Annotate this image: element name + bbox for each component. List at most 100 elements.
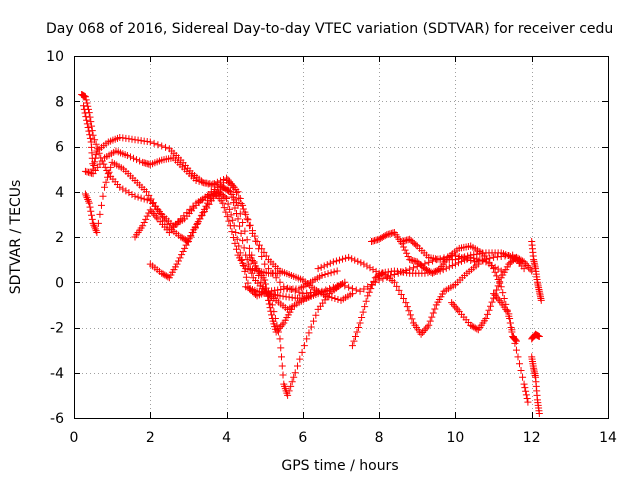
data-point	[126, 153, 134, 161]
series-track-17	[528, 353, 543, 417]
data-point	[537, 296, 545, 304]
data-point	[425, 267, 433, 275]
data-point	[122, 187, 130, 195]
data-point	[183, 209, 191, 217]
data-point	[464, 252, 472, 260]
data-point	[312, 311, 320, 319]
data-point	[226, 188, 234, 196]
axis-ticks	[74, 56, 609, 419]
data-point	[177, 215, 185, 223]
data-point	[268, 311, 276, 319]
data-point	[154, 141, 162, 149]
data-point	[84, 197, 92, 205]
data-point	[497, 283, 505, 291]
data-point	[470, 323, 478, 331]
data-point	[229, 216, 237, 224]
data-point	[187, 232, 195, 240]
data-point	[88, 211, 96, 219]
data-point	[243, 215, 251, 223]
data-point	[242, 210, 250, 218]
data-point	[520, 258, 528, 266]
data-point	[237, 229, 245, 237]
data-point	[245, 260, 253, 268]
data-point	[83, 116, 91, 124]
data-point	[314, 265, 322, 273]
data-point	[406, 311, 414, 319]
data-point	[107, 163, 115, 171]
data-point	[490, 290, 498, 298]
data-point	[202, 202, 210, 210]
data-point	[285, 387, 293, 395]
data-point	[161, 217, 169, 225]
data-point	[276, 335, 284, 343]
data-point	[237, 200, 245, 208]
data-point	[425, 321, 433, 329]
data-point	[142, 188, 150, 196]
data-point	[94, 219, 102, 227]
data-point	[219, 183, 227, 191]
data-point	[145, 191, 153, 199]
data-point	[479, 257, 487, 265]
series-track-14	[490, 290, 520, 345]
data-point	[395, 286, 403, 294]
data-point	[512, 253, 520, 261]
data-point	[409, 264, 417, 272]
data-point	[229, 233, 237, 241]
data-point	[507, 324, 515, 331]
data-point	[194, 219, 202, 227]
data-point	[522, 391, 530, 399]
data-point	[494, 282, 502, 290]
data-point	[222, 185, 230, 193]
data-point	[419, 328, 427, 336]
data-point	[535, 409, 543, 417]
data-point	[451, 256, 459, 264]
data-point	[173, 260, 181, 268]
data-point	[82, 192, 90, 200]
data-point	[92, 227, 100, 235]
data-point	[326, 259, 334, 267]
data-point	[199, 209, 207, 217]
data-point	[232, 189, 240, 197]
x-tick-label: 12	[523, 430, 541, 446]
data-point	[341, 278, 349, 286]
data-point	[177, 233, 185, 241]
data-point	[499, 289, 507, 297]
data-point	[367, 285, 375, 293]
data-point	[148, 208, 156, 216]
data-point	[219, 199, 227, 207]
data-point	[130, 154, 138, 162]
data-point	[284, 391, 292, 399]
data-point	[260, 248, 268, 256]
data-point	[84, 195, 92, 203]
data-point	[262, 252, 270, 260]
data-point	[350, 337, 358, 345]
chart-title: Day 068 of 2016, Sidereal Day-to-day VTE…	[46, 21, 613, 37]
data-point	[192, 176, 200, 184]
data-point	[512, 336, 520, 344]
data-point	[420, 327, 428, 335]
data-point	[210, 180, 218, 188]
series-track-16	[528, 330, 543, 343]
x-tick-label: 14	[599, 430, 617, 446]
data-point	[116, 183, 124, 191]
data-point	[333, 267, 341, 275]
data-point	[435, 266, 443, 274]
data-point	[88, 122, 96, 130]
data-point	[345, 253, 353, 261]
data-point	[158, 269, 166, 277]
data-point	[86, 203, 94, 211]
data-point	[363, 262, 371, 270]
data-point	[128, 190, 136, 198]
data-point	[323, 261, 331, 269]
data-point	[485, 306, 493, 314]
data-point	[152, 202, 160, 210]
data-point	[243, 236, 251, 244]
data-point	[82, 113, 90, 121]
data-point	[524, 398, 532, 406]
data-points	[78, 90, 545, 417]
data-point	[511, 335, 519, 343]
data-point	[452, 304, 460, 312]
data-point	[325, 293, 333, 301]
y-tick-label: -6	[50, 411, 64, 427]
data-point	[307, 323, 315, 331]
